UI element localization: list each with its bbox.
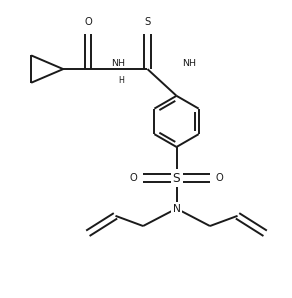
Text: S: S — [173, 172, 180, 184]
Text: H: H — [118, 76, 124, 85]
Text: S: S — [144, 17, 151, 27]
Text: NH: NH — [182, 59, 196, 68]
Text: O: O — [130, 173, 137, 183]
Text: O: O — [84, 17, 92, 27]
Text: O: O — [216, 173, 223, 183]
Text: N: N — [173, 204, 180, 214]
Text: NH: NH — [111, 59, 125, 68]
